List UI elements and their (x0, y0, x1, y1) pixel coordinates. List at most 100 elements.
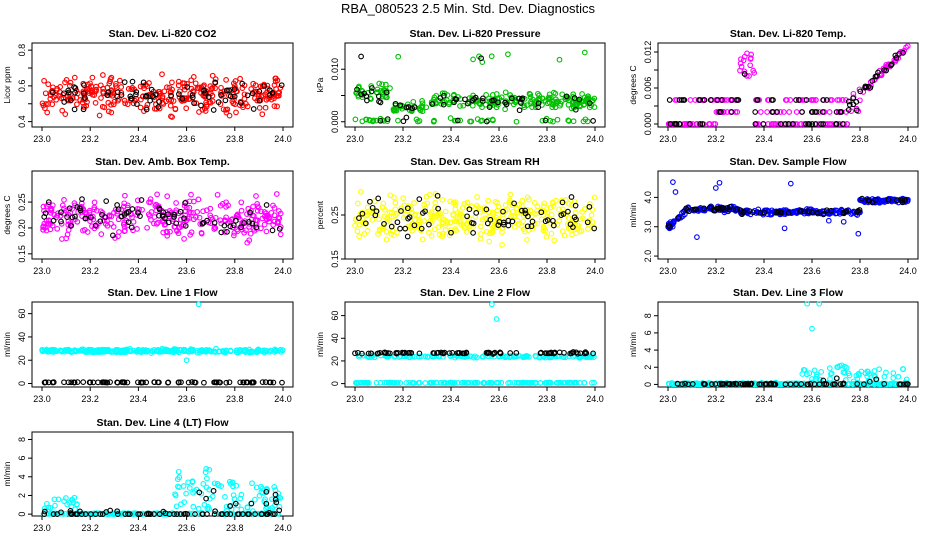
data-point (511, 224, 518, 230)
y-tick-label: 0 (330, 381, 340, 386)
data-point (864, 373, 871, 380)
data-point (432, 199, 439, 206)
data-point (155, 104, 162, 110)
data-point (255, 347, 262, 353)
data-point (88, 214, 94, 221)
data-point (850, 95, 856, 102)
data-point (162, 510, 169, 517)
x-tick-label: 24.0 (899, 394, 917, 404)
data-point (165, 379, 172, 386)
data-point (101, 104, 108, 111)
data-point (686, 208, 692, 215)
data-point (464, 213, 470, 220)
panel-title: Stan. Dev. Line 1 Flow (107, 287, 218, 299)
data-point (160, 209, 167, 216)
x-tick-label: 23.4 (442, 266, 460, 276)
data-point (544, 217, 551, 223)
x-tick-label: 23.2 (81, 394, 99, 404)
panel-5: Stan. Dev. Gas Stream RH 23.0 23.2 23.4 23.6… (315, 156, 606, 276)
data-point (93, 510, 100, 516)
data-point (90, 379, 97, 386)
data-point (782, 381, 789, 388)
data-point (747, 381, 754, 387)
panel-6: Stan. Dev. Sample Flow 23.0 23.2 23.4 23.6 23… (628, 156, 919, 276)
data-point (518, 100, 524, 106)
data-point (556, 206, 563, 213)
data-point (500, 219, 507, 226)
data-point (188, 77, 195, 84)
data-point (146, 199, 152, 206)
y-tick-label: 0.15 (330, 250, 340, 268)
data-point (97, 218, 104, 225)
data-point (126, 511, 133, 517)
data-point (224, 229, 230, 235)
data-point (591, 225, 598, 232)
y-tick-label: 2 (17, 493, 27, 498)
data-point (45, 220, 51, 227)
data-point (519, 95, 526, 102)
data-point (192, 379, 199, 386)
data-point (806, 208, 813, 215)
data-point (431, 226, 438, 233)
data-point (776, 208, 782, 215)
data-point (754, 97, 760, 103)
data-point (513, 350, 520, 356)
data-point (352, 116, 359, 123)
data-point (404, 233, 411, 240)
y-tick-label: 8 (17, 437, 27, 442)
data-point (68, 379, 75, 386)
data-point (144, 224, 150, 231)
data-point (59, 202, 66, 209)
x-tick-label: 23.6 (178, 394, 196, 404)
data-point (405, 215, 411, 222)
data-point (367, 198, 373, 205)
data-point (244, 504, 251, 511)
data-point (777, 121, 784, 127)
y-tick-label: 6 (17, 456, 27, 461)
data-point (809, 325, 815, 332)
data-point (570, 118, 577, 125)
data-point (823, 97, 830, 103)
y-tick-label: 0.15 (17, 245, 27, 263)
data-point (256, 88, 263, 95)
data-point (270, 379, 277, 386)
data-point (74, 101, 80, 108)
data-point (272, 496, 279, 503)
data-point (172, 491, 178, 498)
data-point (271, 511, 278, 517)
data-point (890, 370, 897, 376)
data-point (146, 80, 152, 86)
data-point (54, 225, 61, 232)
data-point (732, 380, 739, 387)
data-point (764, 109, 770, 115)
data-point (72, 213, 78, 220)
data-point (665, 220, 672, 227)
panel-7: Stan. Dev. Line 1 Flow 23.0 23.2 23.4 23.6 23… (2, 287, 294, 404)
data-point (854, 209, 860, 215)
data-point (203, 103, 210, 110)
data-point (886, 381, 893, 388)
data-point (215, 482, 222, 489)
y-axis-label: percent (315, 200, 325, 229)
data-point (100, 89, 106, 95)
data-point (387, 85, 393, 91)
data-point (155, 379, 161, 386)
data-point (49, 101, 56, 108)
data-point (354, 86, 360, 93)
data-point (478, 55, 484, 62)
data-point (115, 216, 122, 223)
y-tick-label: 40 (17, 332, 27, 342)
panel-title: Stan. Dev. Gas Stream RH (410, 156, 539, 168)
data-point (699, 121, 706, 127)
x-tick-label: 23.0 (659, 266, 677, 276)
data-point (174, 511, 180, 517)
data-point (814, 209, 820, 216)
x-tick-label: 23.8 (538, 266, 556, 276)
data-point (489, 116, 496, 123)
data-point (391, 105, 398, 112)
data-point (223, 379, 230, 386)
x-tick-label: 23.6 (490, 266, 508, 276)
data-point (585, 93, 591, 100)
data-point (39, 348, 46, 355)
data-point (226, 112, 233, 119)
